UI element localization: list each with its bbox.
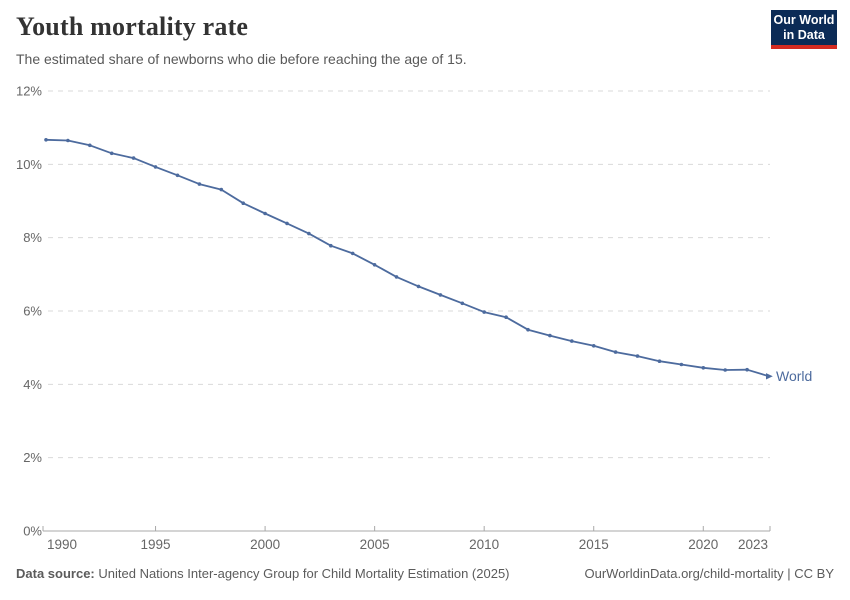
y-axis-label: 8% (23, 230, 42, 245)
data-point[interactable] (526, 327, 530, 332)
data-point[interactable] (219, 187, 224, 192)
data-point[interactable] (329, 243, 333, 248)
owid-logo-line2: in Data (783, 28, 825, 42)
data-point[interactable] (263, 211, 267, 216)
data-point[interactable] (657, 359, 662, 364)
credit-link[interactable]: OurWorldinData.org/child-mortality | CC … (584, 566, 835, 581)
y-axis-label: 0% (23, 524, 42, 539)
data-point[interactable] (241, 201, 245, 205)
data-point[interactable] (745, 367, 749, 372)
x-axis-label: 1995 (141, 537, 171, 552)
x-axis-label: 2000 (250, 537, 280, 552)
data-point[interactable] (613, 350, 618, 354)
data-point[interactable] (44, 138, 48, 142)
series-end-marker[interactable] (766, 373, 773, 380)
data-point[interactable] (153, 165, 158, 169)
data-point[interactable] (109, 151, 114, 156)
data-point[interactable] (175, 173, 180, 178)
y-axis-label: 4% (23, 377, 42, 392)
data-point[interactable] (635, 354, 640, 358)
series-label: World (776, 368, 812, 384)
data-point[interactable] (197, 182, 202, 186)
x-axis-label: 2020 (688, 537, 718, 552)
data-point[interactable] (438, 293, 443, 297)
x-axis-label: 2005 (360, 537, 390, 552)
data-point[interactable] (285, 221, 289, 226)
data-source-text: United Nations Inter-agency Group for Ch… (98, 566, 510, 581)
x-axis-label: 2023 (738, 537, 768, 552)
data-point[interactable] (372, 263, 377, 267)
y-axis-label: 2% (23, 450, 42, 465)
data-point[interactable] (548, 333, 552, 338)
data-source: Data source: United Nations Inter-agency… (16, 566, 510, 581)
data-point[interactable] (307, 231, 311, 236)
data-point[interactable] (591, 344, 596, 348)
data-point[interactable] (679, 362, 684, 367)
data-source-label: Data source: (16, 566, 95, 581)
data-point[interactable] (350, 251, 355, 256)
owid-logo[interactable]: Our World in Data (771, 10, 837, 49)
chart-footer: Data source: United Nations Inter-agency… (16, 566, 834, 581)
data-point[interactable] (504, 315, 508, 320)
y-axis-label: 10% (16, 157, 42, 172)
data-point[interactable] (570, 339, 574, 343)
x-axis-label: 1990 (47, 537, 77, 552)
x-axis-label: 2010 (469, 537, 499, 552)
data-point[interactable] (416, 284, 421, 289)
data-point[interactable] (66, 138, 70, 143)
data-point[interactable] (701, 366, 706, 370)
owid-logo-line1: Our World (773, 13, 835, 27)
chart-subtitle: The estimated share of newborns who die … (16, 51, 467, 67)
x-axis-label: 2015 (579, 537, 609, 552)
data-point[interactable] (460, 301, 465, 306)
data-point[interactable] (394, 275, 399, 279)
data-point[interactable] (482, 310, 487, 314)
series-line-world[interactable] (45, 138, 770, 378)
chart-title: Youth mortality rate (16, 12, 249, 41)
data-point[interactable] (88, 143, 92, 148)
y-axis-label: 12% (16, 84, 42, 99)
data-point[interactable] (723, 368, 727, 372)
y-axis-label: 6% (23, 304, 42, 319)
data-point[interactable] (131, 156, 136, 160)
